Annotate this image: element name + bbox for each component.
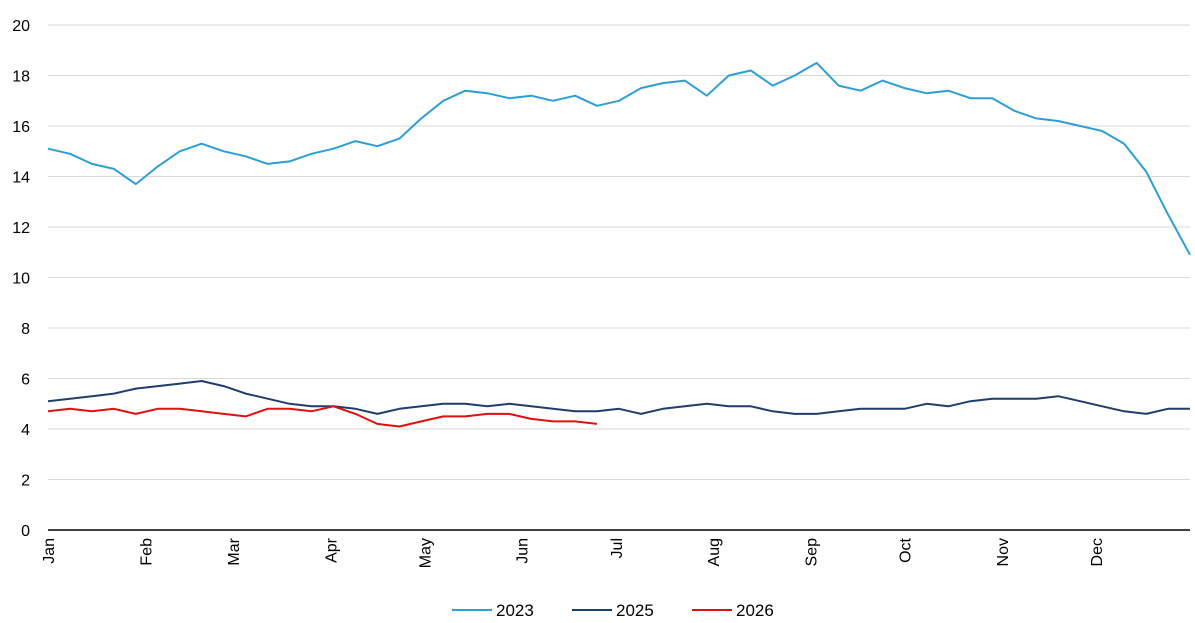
x-axis-ticks: Jan Feb Mar Apr May Jun Jul Aug Sep Oct Nov Dec: [41, 537, 1106, 568]
y-tick-label: 20: [12, 18, 30, 35]
x-tick-label: Sep: [803, 538, 820, 567]
x-tick-label: Dec: [1089, 538, 1106, 566]
y-tick-label: 16: [12, 119, 30, 136]
series-line-2025: [47, 380, 1190, 415]
x-tick-label: Nov: [995, 538, 1012, 566]
series-line-2023: [47, 61, 1191, 256]
y-tick-label: 14: [12, 170, 30, 187]
x-tick-label: Apr: [323, 537, 340, 563]
x-tick-label: Jun: [515, 538, 532, 564]
y-tick-label: 6: [21, 372, 30, 389]
y-tick-label: 0: [21, 523, 30, 540]
legend: 2023 2025 2026: [452, 601, 774, 620]
x-tick-label: Aug: [706, 538, 723, 566]
legend-label-2025: 2025: [616, 601, 654, 620]
x-tick-label: May: [417, 538, 434, 568]
legend-label-2026: 2026: [736, 601, 774, 620]
y-tick-label: 2: [21, 473, 30, 490]
y-tick-label: 12: [12, 220, 30, 237]
y-tick-label: 4: [21, 422, 30, 439]
x-tick-label: Jan: [41, 538, 58, 564]
series-layer: [47, 61, 1191, 428]
x-tick-label: Feb: [138, 538, 155, 566]
legend-label-2023: 2023: [496, 601, 534, 620]
x-tick-label: Oct: [898, 537, 915, 562]
series-line-2026: [47, 405, 598, 428]
x-tick-label: Jul: [609, 538, 626, 558]
y-axis-ticks: 0 2 4 6 8 10 12 14 16 18 20: [12, 18, 30, 540]
x-tick-label: Mar: [226, 537, 243, 565]
y-tick-label: 10: [12, 271, 30, 288]
gridlines: [48, 24, 1190, 480]
y-tick-label: 18: [12, 69, 30, 86]
y-tick-label: 8: [21, 321, 30, 338]
